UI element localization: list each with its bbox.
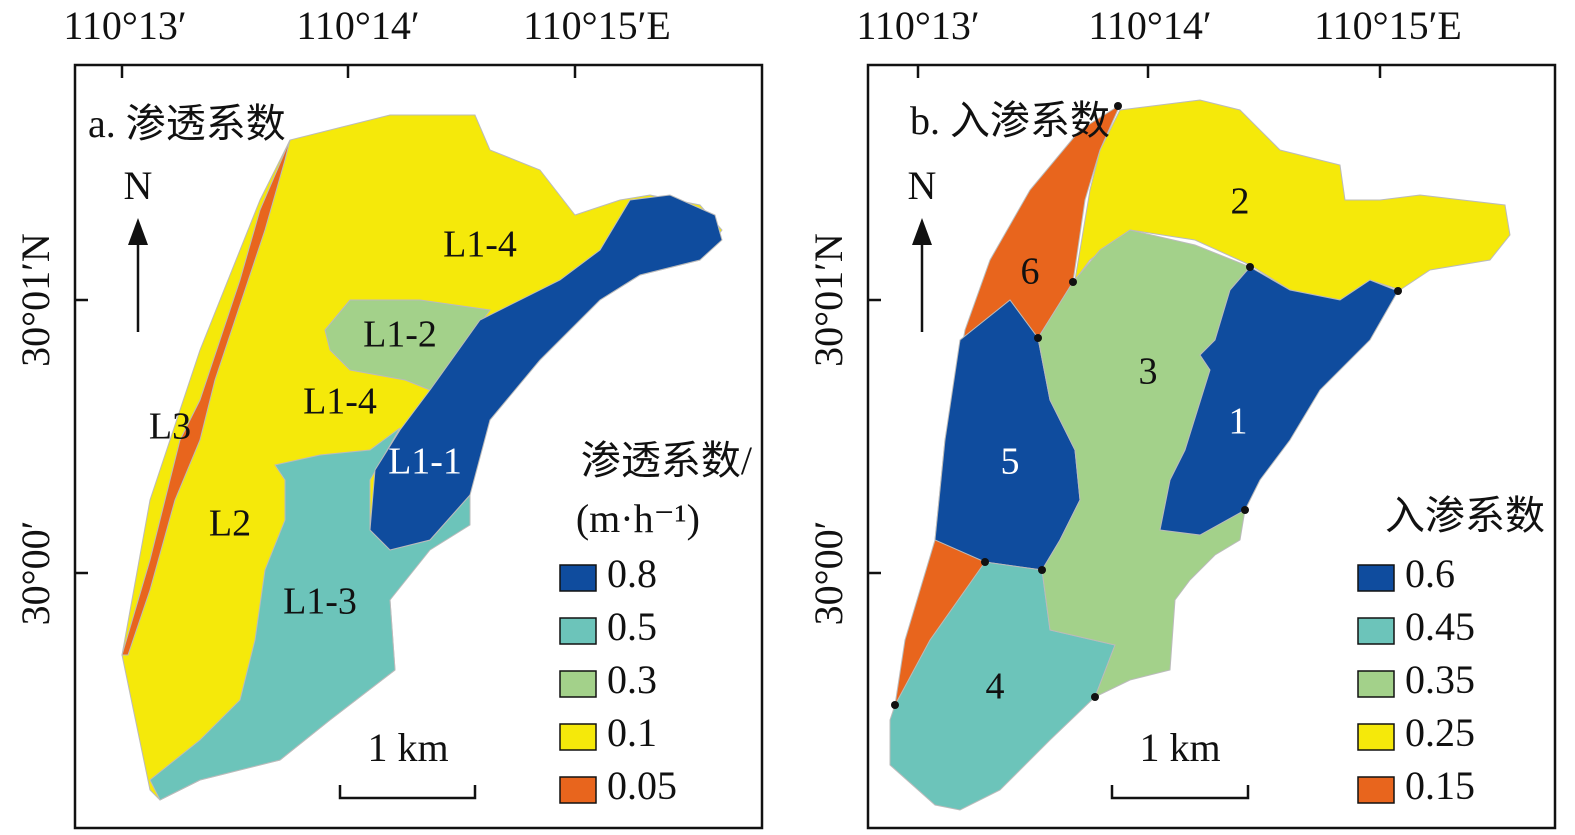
zone [369,194,723,551]
legend-label: 0.5 [607,604,657,649]
point [891,701,899,709]
scale-label: 1 km [367,725,448,770]
legend-swatch [559,776,597,804]
zone [121,139,291,656]
zone-label: 2 [1231,181,1250,223]
legend-title: 入渗系数 [1385,493,1545,538]
legend-title: (m·h⁻¹) [576,496,700,541]
zone-label: L1-3 [283,581,357,623]
legend-label: 0.35 [1405,657,1475,702]
scale-bar [1110,785,1250,800]
point [1394,287,1402,295]
panel-title: b. 入渗系数 [910,98,1110,143]
zone-label: L1-4 [303,381,377,423]
legend-label: 0.8 [607,551,657,596]
zone-label: L1-1 [388,441,462,483]
panel-b: 110°13′ 110°14′ 110°15′E 30°01′N 30°00′ … [806,3,1557,830]
lon-label: 110°15′E [523,3,671,48]
panel-title: a. 渗透系数 [88,101,286,146]
point [981,558,989,566]
north-label: N [908,163,937,208]
legend-swatch [559,617,597,645]
point [1241,506,1249,514]
point [1114,102,1122,110]
legend-swatch [1357,670,1395,698]
zone [149,427,471,801]
zone-label: 6 [1021,251,1040,293]
lat-label: 30°01′N [806,233,851,367]
legend-swatch [1357,564,1395,592]
boundary-points [891,102,1402,709]
legend-swatch [1357,776,1395,804]
zone [889,561,1116,811]
zone-label: 5 [1001,441,1020,483]
lon-label: 110°13′ [856,3,979,48]
legend-label: 0.25 [1405,710,1475,755]
north-arrow-head [128,218,148,245]
panel-a: 110°13′ 110°14′ 110°15′E 30°01′N 30°00′ … [13,3,764,830]
zone-label: L1-2 [363,314,437,356]
frame [866,63,1557,830]
zone-label: 3 [1139,351,1158,393]
lat-label: 30°00′ [806,521,851,626]
point [1246,263,1254,271]
legend-swatch [559,564,597,592]
legend-label: 0.05 [607,763,677,808]
frame [73,63,764,830]
legend-swatch [1357,617,1395,645]
zone-label: 1 [1229,401,1248,443]
north-arrow-head [912,218,932,245]
legend-swatch [559,723,597,751]
zone-label: L1-4 [443,224,517,266]
point [1069,278,1077,286]
zone-label: 4 [986,666,1005,708]
legend-swatch [1357,723,1395,751]
legend: 0.8 0.5 0.3 0.1 0.05 [559,551,677,808]
lat-label: 30°00′ [13,521,58,626]
lon-label: 110°13′ [63,3,186,48]
lat-label: 30°01′N [13,233,58,367]
lon-label: 110°14′ [296,3,419,48]
zone [1074,99,1511,301]
point [1091,693,1099,701]
north-label: N [124,163,153,208]
legend-swatch [559,670,597,698]
scale-bar [338,785,477,800]
legend-label: 0.3 [607,657,657,702]
zone-label: L3 [149,406,191,448]
zone-label: L2 [209,503,251,545]
lon-label: 110°14′ [1088,3,1211,48]
legend-label: 0.45 [1405,604,1475,649]
lon-label: 110°15′E [1314,3,1462,48]
point [1034,334,1042,342]
legend-label: 0.1 [607,710,657,755]
legend-label: 0.15 [1405,763,1475,808]
legend: 0.6 0.45 0.35 0.25 0.15 [1357,551,1475,808]
legend-label: 0.6 [1405,551,1455,596]
point [1038,566,1046,574]
legend-title: 渗透系数/ [581,438,753,483]
scale-label: 1 km [1139,725,1220,770]
